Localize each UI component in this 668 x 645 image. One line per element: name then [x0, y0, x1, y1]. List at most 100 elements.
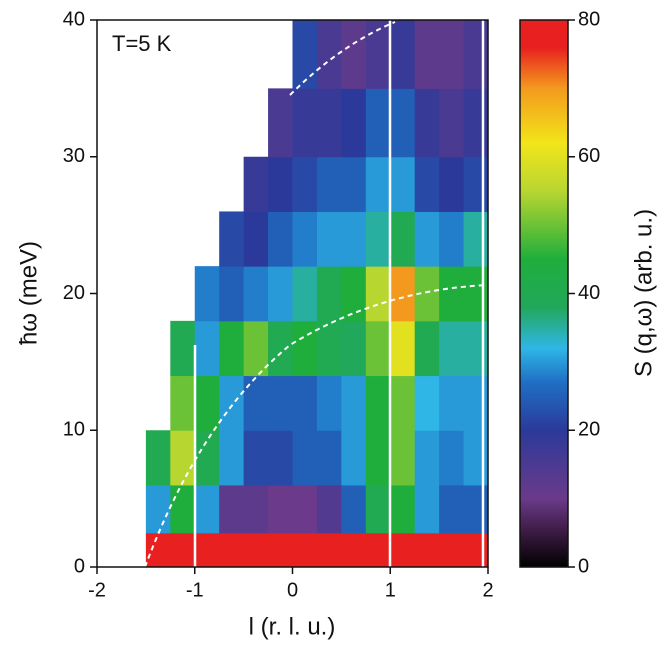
heat-cell — [463, 88, 488, 158]
heat-cell — [243, 211, 269, 267]
heat-cell — [365, 320, 391, 377]
heat-cell — [170, 484, 196, 534]
heat-cell — [170, 532, 196, 567]
heat-cell — [316, 532, 342, 567]
heat-cell — [365, 88, 391, 158]
heat-cell — [341, 484, 367, 534]
heat-cell — [390, 375, 416, 431]
heat-cell — [243, 375, 269, 431]
heat-cell — [341, 211, 367, 267]
heat-cell — [292, 484, 318, 534]
heat-cell — [268, 88, 293, 158]
heat-cell — [292, 20, 318, 89]
heat-cell — [316, 430, 342, 486]
dispersion-curve — [144, 284, 488, 567]
heat-cell — [439, 88, 465, 158]
colorbar-tick-label: 60 — [578, 145, 600, 167]
heat-cell — [268, 484, 293, 534]
heat-cell — [365, 266, 391, 322]
heat-cell — [268, 266, 293, 322]
heat-cell — [292, 375, 318, 431]
heat-cell — [414, 211, 440, 267]
heat-cell — [414, 156, 440, 212]
heat-cell — [463, 266, 488, 322]
heat-cell — [219, 320, 245, 377]
heat-cell — [341, 375, 367, 431]
heat-cell — [219, 211, 245, 267]
colorbar — [519, 19, 569, 568]
heat-cell — [145, 430, 171, 486]
heat-cell — [390, 156, 416, 212]
heat-cell — [316, 88, 342, 158]
heat-cell — [439, 20, 465, 89]
y-tick-label: 20 — [63, 282, 85, 304]
heat-cell — [463, 532, 488, 567]
heat-cell — [268, 430, 293, 486]
heat-cell — [243, 320, 269, 377]
heatmap — [145, 20, 488, 567]
heat-cell — [365, 532, 391, 567]
heat-cell — [463, 430, 488, 486]
colorbar-tick-label: 80 — [578, 8, 600, 30]
heat-cell — [414, 320, 440, 377]
heat-cell — [316, 320, 342, 377]
heat-cell — [463, 375, 488, 431]
heat-cell — [292, 430, 318, 486]
heat-cell — [341, 320, 367, 377]
heat-cell — [463, 484, 488, 534]
heat-cell — [390, 266, 416, 322]
x-tick-label: -2 — [88, 579, 106, 601]
heat-cell — [316, 375, 342, 431]
y-tick-label: 10 — [63, 419, 85, 441]
heat-cell — [414, 20, 440, 89]
heat-cell — [316, 20, 342, 89]
heat-cell — [219, 430, 245, 486]
x-tick-label: -1 — [186, 579, 204, 601]
heat-cell — [243, 532, 269, 567]
heat-cell — [316, 266, 342, 322]
heat-cell — [365, 375, 391, 431]
x-tick-label: 0 — [287, 579, 298, 601]
colorbar-tick-label: 20 — [578, 419, 600, 441]
heat-cell — [243, 430, 269, 486]
heat-cell — [292, 266, 318, 322]
x-axis-label: l (r. l. u.) — [249, 613, 336, 640]
heat-cell — [341, 88, 367, 158]
heat-cell — [439, 484, 465, 534]
heat-cell — [170, 320, 196, 377]
heat-cell — [390, 430, 416, 486]
heat-cell — [341, 532, 367, 567]
heat-cell — [414, 484, 440, 534]
heat-cell — [414, 430, 440, 486]
heat-cell — [170, 430, 196, 486]
heat-cell — [390, 532, 416, 567]
heat-cell — [439, 211, 465, 267]
heat-cell — [390, 484, 416, 534]
heat-cell — [219, 532, 245, 567]
heat-cell — [439, 430, 465, 486]
dispersion-curve — [289, 21, 396, 96]
heat-cell — [145, 532, 171, 567]
heat-cell — [439, 266, 465, 322]
heat-cell — [194, 320, 220, 377]
heat-cell — [390, 211, 416, 267]
heat-cell — [292, 88, 318, 158]
heat-cell — [268, 532, 293, 567]
x-tick-label: 2 — [482, 579, 493, 601]
y-tick-label: 40 — [63, 8, 85, 30]
heat-cell — [463, 20, 488, 89]
heat-cell — [365, 156, 391, 212]
heat-cell — [341, 20, 367, 89]
heat-cell — [365, 211, 391, 267]
heat-cell — [414, 375, 440, 431]
heat-cell — [268, 156, 293, 212]
heat-cell — [341, 430, 367, 486]
heat-cell — [390, 320, 416, 377]
heat-cell — [390, 20, 416, 89]
colorbar-tick-label: 40 — [578, 282, 600, 304]
heat-cell — [316, 156, 342, 212]
heat-cell — [194, 532, 220, 567]
heat-cell — [219, 266, 245, 322]
heat-cell — [194, 375, 220, 431]
